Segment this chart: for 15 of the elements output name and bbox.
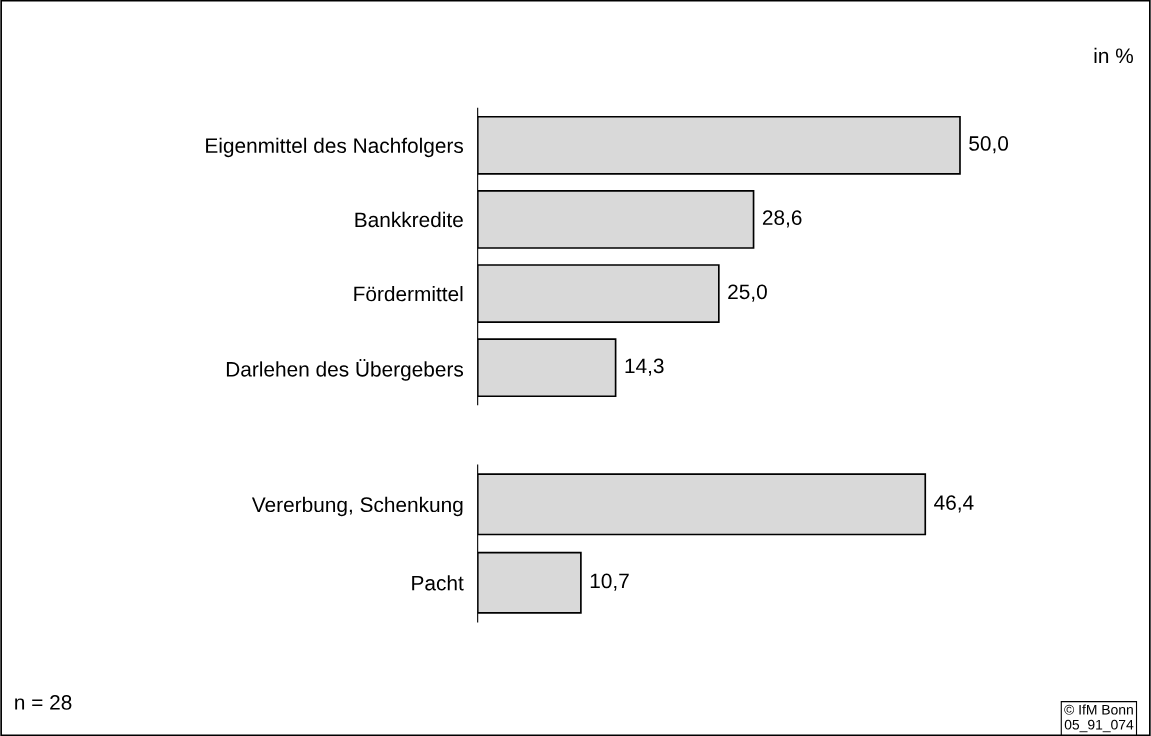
text: © IfM Bonn 05_91_074 [1064,704,1134,733]
y-tick-label: Bankkredite [355,211,463,228]
y-tick-label: Pacht [412,575,464,591]
data-label: 10,7 [590,573,629,591]
text: in % [1094,47,1133,64]
data-label: 14,3 [625,358,664,376]
y-tick-label: Vererbung, Schenkung [251,496,463,517]
y-tick-label: Darlehen des Übergebers [226,359,464,381]
data-label: 25,0 [728,284,767,302]
y-tick-label: Eigenmittel des Nachfolgers [206,137,464,158]
data-label: 28,6 [762,210,802,228]
y-tick-label: Fördermittel [354,286,463,302]
data-label: 46,4 [934,495,974,513]
text: n = 28 [15,695,72,710]
data-label: 50,0 [969,136,1009,154]
